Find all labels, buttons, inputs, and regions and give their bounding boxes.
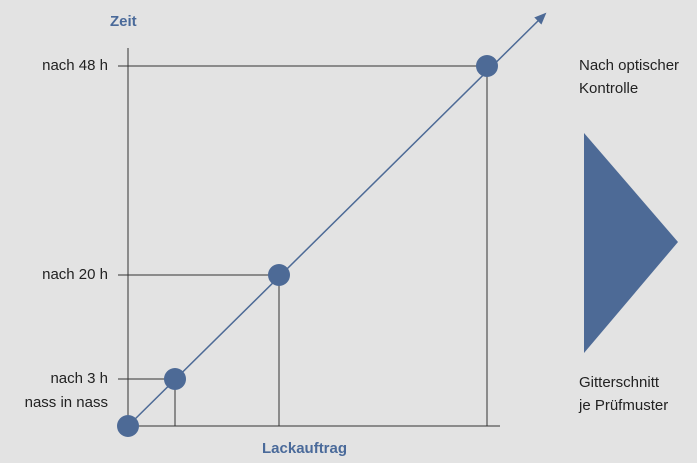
- x-axis-title: Lackauftrag: [262, 440, 348, 457]
- marker-48h: [476, 55, 498, 77]
- y-axis-title: Zeit: [110, 13, 137, 30]
- progression-arrow: [127, 12, 547, 427]
- marker-3h: [164, 368, 186, 390]
- y-label-48h: nach 48 h: [42, 57, 108, 74]
- note-optical-check-line2: Kontrolle: [579, 80, 639, 97]
- note-crosscut-line1: Gitterschnitt: [579, 374, 660, 391]
- note-optical-check-line1: Nach optischer: [579, 57, 680, 74]
- y-label-wet-on-wet: nass in nass: [24, 394, 108, 411]
- y-label-20h: nach 20 h: [42, 266, 108, 283]
- marker-20h: [268, 264, 290, 286]
- marker-wet-on-wet: [117, 415, 139, 437]
- triangle-arrow-icon: [584, 133, 678, 353]
- y-label-3h: nach 3 h: [50, 370, 108, 387]
- note-crosscut-line2: je Prüfmuster: [579, 397, 669, 414]
